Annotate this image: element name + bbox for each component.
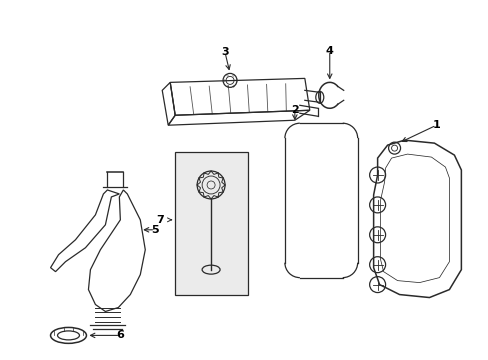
Text: 6: 6	[116, 330, 124, 341]
Text: 7: 7	[156, 215, 164, 225]
Bar	[175, 152, 247, 294]
Text: 5: 5	[151, 225, 159, 235]
Text: 4: 4	[325, 45, 333, 55]
Text: 2: 2	[290, 105, 298, 115]
Text: 1: 1	[432, 120, 439, 130]
Text: 3: 3	[221, 48, 228, 58]
